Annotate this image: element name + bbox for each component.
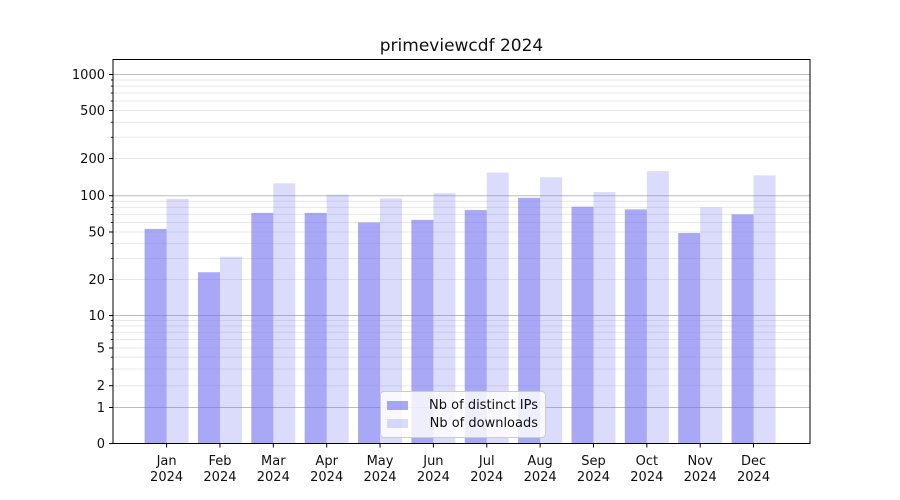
legend-label-distinct-ips: Nb of distinct IPs (429, 397, 538, 413)
bar-ips-jul (464, 210, 487, 444)
x-tick-label-year-jul: 2024 (470, 470, 503, 485)
x-tick-label-year-dec: 2024 (737, 470, 770, 485)
legend-swatch-distinct-ips (387, 400, 408, 410)
x-tick-label-month-mar: Mar (261, 454, 286, 469)
x-tick-label-year-apr: 2024 (310, 470, 343, 485)
y-tick-label-10: 10 (88, 309, 105, 324)
x-tick-label-month-oct: Oct (636, 454, 658, 469)
bar-downloads-aug (540, 177, 563, 444)
bar-downloads-jun (433, 193, 456, 444)
legend-item-downloads: Nb of downloads (387, 415, 538, 434)
y-tick-label-1000: 1000 (72, 68, 105, 83)
x-tick-label-year-oct: 2024 (630, 470, 663, 485)
y-tick-label-50: 50 (88, 226, 105, 241)
legend-item-distinct-ips: Nb of distinct IPs (387, 396, 538, 415)
legend: Nb of distinct IPs Nb of downloads (380, 391, 546, 438)
x-tick-label-year-feb: 2024 (203, 470, 236, 485)
bar-downloads-sep (593, 192, 616, 444)
x-tick-label-month-dec: Dec (741, 454, 766, 469)
y-tick-label-100: 100 (80, 189, 105, 204)
x-tick-label-month-sep: Sep (581, 454, 606, 469)
legend-swatch-downloads (387, 419, 408, 429)
x-tick-label-year-may: 2024 (363, 470, 396, 485)
x-tick-label-month-jun: Jun (422, 454, 443, 469)
bar-ips-feb (197, 272, 220, 444)
bar-ips-mar (251, 212, 274, 444)
bar-ips-may (358, 222, 381, 444)
bar-ips-nov (678, 233, 701, 444)
chart-title: primeviewcdf 2024 (379, 36, 544, 56)
bar-downloads-may (380, 198, 403, 444)
bar-downloads-mar (273, 183, 296, 444)
y-tick-label-5: 5 (97, 342, 105, 357)
bar-downloads-jan (166, 198, 189, 444)
bar-downloads-jul (486, 172, 509, 444)
x-tick-label-month-aug: Aug (527, 454, 552, 469)
x-tick-label-month-jul: Jul (478, 454, 495, 469)
bar-downloads-oct (646, 171, 669, 444)
bar-downloads-feb (219, 256, 242, 444)
y-tick-label-20: 20 (88, 273, 105, 288)
y-tick-label-1: 1 (97, 401, 105, 416)
bar-ips-sep (571, 206, 594, 444)
x-tick-label-month-may: May (367, 454, 394, 469)
legend-label-downloads: Nb of downloads (429, 416, 538, 432)
y-tick-label-2: 2 (97, 379, 105, 394)
x-tick-label-month-apr: Apr (315, 454, 338, 469)
x-tick-label-month-jan: Jan (156, 454, 177, 469)
y-tick-label-0: 0 (97, 437, 105, 452)
x-tick-label-year-aug: 2024 (524, 470, 557, 485)
x-tick-label-year-jan: 2024 (150, 470, 183, 485)
y-tick-label-200: 200 (80, 152, 105, 167)
bar-downloads-dec (753, 175, 776, 444)
bar-downloads-nov (700, 207, 723, 444)
x-tick-label-year-jun: 2024 (417, 470, 450, 485)
bar-ips-jan (144, 228, 167, 444)
bar-ips-apr (304, 212, 327, 444)
bar-downloads-apr (326, 194, 349, 444)
bar-ips-jun (411, 219, 434, 444)
bar-ips-aug (518, 197, 541, 444)
x-tick-label-year-sep: 2024 (577, 470, 610, 485)
x-tick-label-year-mar: 2024 (257, 470, 290, 485)
x-tick-label-year-nov: 2024 (684, 470, 717, 485)
x-tick-label-month-feb: Feb (208, 454, 231, 469)
x-tick-label-month-nov: Nov (688, 454, 714, 469)
bar-ips-oct (624, 209, 647, 444)
axes-spines (112, 59, 811, 444)
bar-ips-dec (731, 214, 754, 444)
y-tick-label-500: 500 (80, 104, 105, 119)
